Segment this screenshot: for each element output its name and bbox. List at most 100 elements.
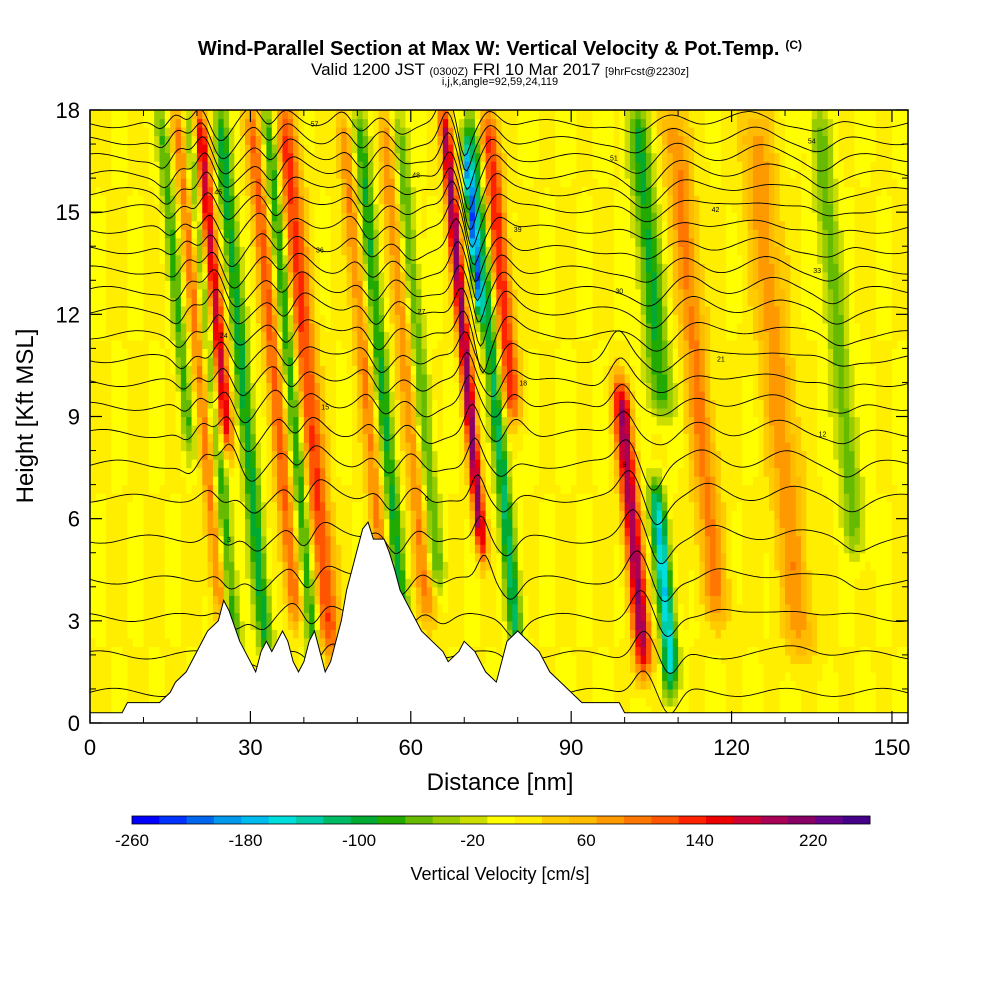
velocity-cell <box>298 144 305 154</box>
velocity-cell <box>394 493 401 503</box>
velocity-cell <box>448 263 455 273</box>
velocity-cell <box>303 552 310 562</box>
velocity-cell <box>159 220 166 230</box>
velocity-cell <box>191 195 198 205</box>
velocity-cell <box>138 195 145 205</box>
velocity-cell <box>196 110 203 120</box>
velocity-cell <box>373 254 380 264</box>
velocity-cell <box>90 110 96 120</box>
velocity-cell <box>170 305 177 315</box>
velocity-cell <box>314 603 321 613</box>
velocity-cell <box>132 229 139 239</box>
velocity-cell <box>100 493 107 503</box>
velocity-cell <box>111 382 118 392</box>
velocity-cell <box>335 467 342 477</box>
velocity-cell <box>111 518 118 528</box>
velocity-cell <box>164 178 171 188</box>
velocity-cell <box>196 314 203 324</box>
velocity-cell <box>437 399 444 409</box>
velocity-cell <box>293 484 300 494</box>
velocity-cell <box>335 263 342 273</box>
velocity-cell <box>287 459 294 469</box>
velocity-cell <box>319 561 326 571</box>
velocity-cell <box>389 271 396 281</box>
velocity-cell <box>122 552 129 562</box>
velocity-cell <box>138 127 145 137</box>
velocity-cell <box>309 407 316 418</box>
velocity-cell <box>164 297 171 307</box>
velocity-cell <box>239 356 246 367</box>
velocity-cell <box>277 510 284 520</box>
velocity-cell <box>159 416 166 426</box>
velocity-cell <box>314 425 321 435</box>
velocity-cell <box>196 442 203 452</box>
velocity-cell <box>330 501 337 511</box>
velocity-cell <box>239 535 246 545</box>
velocity-cell <box>261 127 268 137</box>
velocity-cell <box>384 263 390 273</box>
velocity-cell <box>132 569 139 579</box>
velocity-cell <box>421 595 428 605</box>
velocity-cell <box>319 246 326 256</box>
velocity-cell <box>405 552 412 562</box>
velocity-cell <box>405 493 412 503</box>
velocity-cell <box>346 561 353 571</box>
velocity-cell <box>351 195 358 205</box>
velocity-cell <box>282 518 289 528</box>
velocity-cell <box>357 212 364 222</box>
velocity-cell <box>245 339 251 349</box>
velocity-cell <box>330 629 337 639</box>
velocity-cell <box>309 331 316 341</box>
velocity-cell <box>351 450 358 460</box>
velocity-cell <box>325 288 332 298</box>
velocity-cell <box>293 501 300 511</box>
velocity-cell <box>416 178 423 188</box>
velocity-cell <box>111 237 118 247</box>
velocity-cell <box>421 195 428 205</box>
velocity-cell <box>394 237 401 247</box>
velocity-cell <box>405 407 412 418</box>
velocity-cell <box>116 322 123 332</box>
velocity-cell <box>432 510 439 520</box>
velocity-cell <box>437 612 444 622</box>
velocity-cell <box>95 331 102 341</box>
velocity-cell <box>164 322 171 332</box>
velocity-cell <box>325 237 332 247</box>
velocity-cell <box>287 297 294 307</box>
velocity-cell <box>196 280 203 290</box>
velocity-cell <box>106 407 112 418</box>
velocity-cell <box>330 476 337 486</box>
velocity-cell <box>453 586 460 596</box>
velocity-cell <box>442 450 449 460</box>
velocity-cell <box>309 169 316 179</box>
velocity-cell <box>368 510 374 520</box>
velocity-cell <box>293 263 300 273</box>
velocity-cell <box>138 484 145 494</box>
velocity-cell <box>255 246 262 256</box>
velocity-cell <box>271 356 278 367</box>
velocity-cell <box>277 442 284 452</box>
velocity-cell <box>410 212 417 222</box>
velocity-cell <box>90 144 96 154</box>
velocity-cell <box>127 110 134 120</box>
velocity-cell <box>122 297 129 307</box>
velocity-cell <box>154 382 161 392</box>
velocity-cell <box>111 212 118 222</box>
velocity-cell <box>106 518 112 528</box>
velocity-cell <box>202 595 209 605</box>
velocity-cell <box>223 535 230 545</box>
velocity-cell <box>164 365 171 375</box>
velocity-cell <box>432 305 439 315</box>
velocity-cell <box>384 152 390 162</box>
velocity-cell <box>368 110 374 120</box>
velocity-cell <box>335 246 342 256</box>
velocity-cell <box>245 416 251 426</box>
velocity-cell <box>261 493 268 503</box>
velocity-cell <box>223 586 230 596</box>
velocity-cell <box>180 663 187 673</box>
velocity-cell <box>196 195 203 205</box>
velocity-cell <box>346 544 353 554</box>
velocity-cell <box>266 263 273 273</box>
velocity-cell <box>90 416 96 426</box>
velocity-cell <box>309 365 316 375</box>
